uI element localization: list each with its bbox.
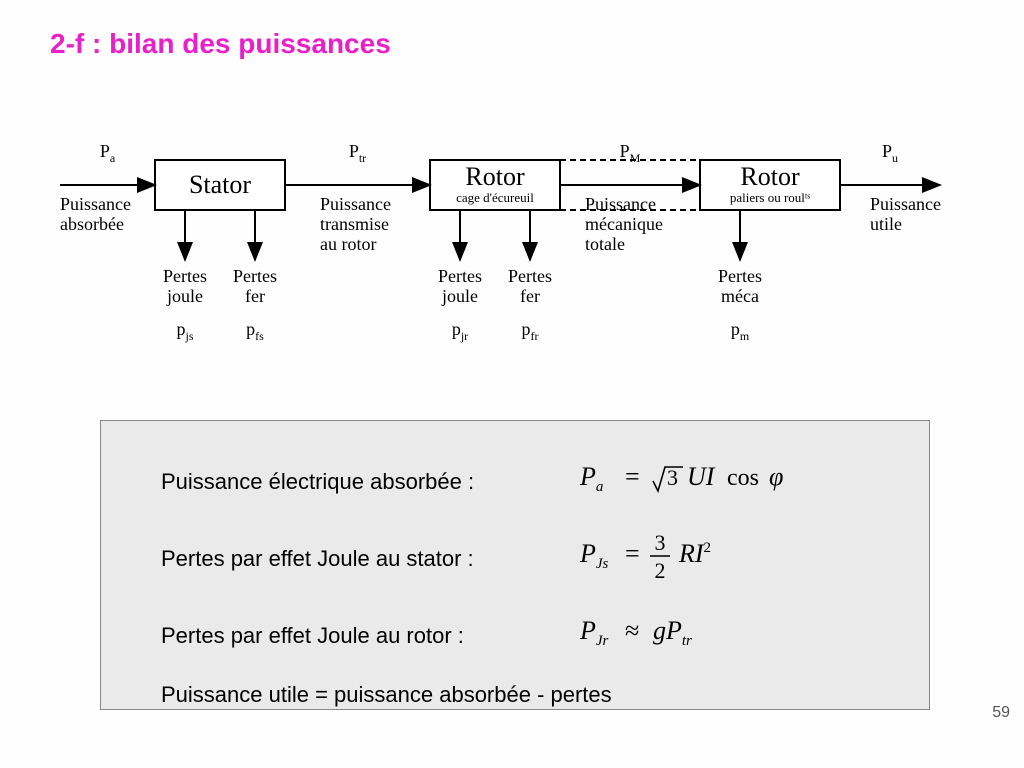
v-arrow-desc-4-1: méca	[721, 286, 759, 306]
h-arrow-symbol-3: Pu	[882, 141, 898, 165]
svg-text:cos: cos	[727, 465, 759, 491]
v-arrow-desc-4-0: Pertes	[718, 266, 762, 286]
box-subtitle-rotor2: paliers ou roulᵗˢ	[730, 190, 811, 205]
svg-text:3: 3	[667, 465, 678, 490]
svg-text:RI2: RI2	[678, 539, 711, 568]
formula-math-2: PJr ≈ gPtr	[551, 605, 869, 666]
h-arrow-desc-1-1: transmise	[320, 214, 389, 234]
h-arrow-desc-3-1: utile	[870, 214, 902, 234]
h-arrow-desc-1-0: Puissance	[320, 194, 391, 214]
formula-label-2: Pertes par effet Joule au rotor :	[161, 623, 551, 649]
v-arrow-desc-2-0: Pertes	[438, 266, 482, 286]
page-number: 59	[992, 704, 1010, 722]
h-arrow-desc-0-1: absorbée	[60, 214, 124, 234]
v-arrow-symbol-1: pfs	[246, 319, 264, 343]
formula-panel: Puissance électrique absorbée : Pa = 3 UI cos…	[100, 420, 930, 710]
h-arrow-desc-3-0: Puissance	[870, 194, 941, 214]
v-arrow-symbol-4: pm	[731, 319, 750, 343]
svg-text:PJr: PJr	[579, 616, 609, 649]
power-flow-diagram: StatorRotorcage d'écureuilRotorpaliers o…	[40, 120, 980, 370]
v-arrow-symbol-3: pfr	[522, 319, 539, 343]
h-arrow-symbol-2: PM	[620, 141, 641, 165]
svg-text:=: =	[625, 539, 640, 568]
h-arrow-desc-0-0: Puissance	[60, 194, 131, 214]
svg-text:≈: ≈	[625, 616, 639, 645]
h-arrow-desc-2-2: totale	[585, 234, 625, 254]
page-title: 2-f : bilan des puissances	[50, 28, 391, 60]
v-arrow-symbol-0: pjs	[176, 319, 193, 343]
svg-text:Pa: Pa	[579, 462, 603, 495]
svg-text:PJs: PJs	[579, 539, 609, 572]
formula-row-0: Puissance électrique absorbée : Pa = 3 UI cos…	[161, 451, 869, 512]
v-arrow-desc-3-1: fer	[520, 286, 540, 306]
v-arrow-desc-1-0: Pertes	[233, 266, 277, 286]
formula-row-1: Pertes par effet Joule au stator : PJs = 3 2…	[161, 528, 869, 589]
box-label-rotor2: Rotor	[740, 162, 800, 191]
svg-text:φ: φ	[769, 462, 783, 491]
formula-math-0: Pa = 3 UI cosφ	[551, 451, 869, 512]
v-arrow-desc-3-0: Pertes	[508, 266, 552, 286]
formula-row-3: Puissance utile = puissance absorbée - p…	[161, 682, 869, 708]
svg-text:2: 2	[655, 558, 666, 583]
v-arrow-desc-2-1: joule	[441, 286, 478, 306]
formula-row-2: Pertes par effet Joule au rotor : PJr ≈ gPt…	[161, 605, 869, 666]
svg-text:gPtr: gPtr	[653, 616, 692, 649]
v-arrow-desc-1-1: fer	[245, 286, 265, 306]
h-arrow-symbol-1: Ptr	[349, 141, 366, 165]
formula-label-1: Pertes par effet Joule au stator :	[161, 546, 551, 572]
v-arrow-symbol-2: pjr	[452, 319, 468, 343]
box-label-rotor1: Rotor	[465, 162, 525, 191]
formula-math-1: PJs = 3 2 RI2	[551, 528, 869, 589]
v-arrow-desc-0-0: Pertes	[163, 266, 207, 286]
h-arrow-desc-2-0: Puissance	[585, 194, 656, 214]
box-label-stator: Stator	[189, 170, 251, 199]
svg-text:=: =	[625, 462, 640, 491]
h-arrow-desc-2-1: mécanique	[585, 214, 663, 234]
box-subtitle-rotor1: cage d'écureuil	[456, 190, 534, 205]
v-arrow-desc-0-1: joule	[166, 286, 203, 306]
svg-text:UI: UI	[687, 462, 716, 491]
h-arrow-symbol-0: Pa	[100, 141, 116, 165]
h-arrow-desc-1-2: au rotor	[320, 234, 376, 254]
svg-text:3: 3	[655, 530, 666, 555]
formula-label-0: Puissance électrique absorbée :	[161, 469, 551, 495]
